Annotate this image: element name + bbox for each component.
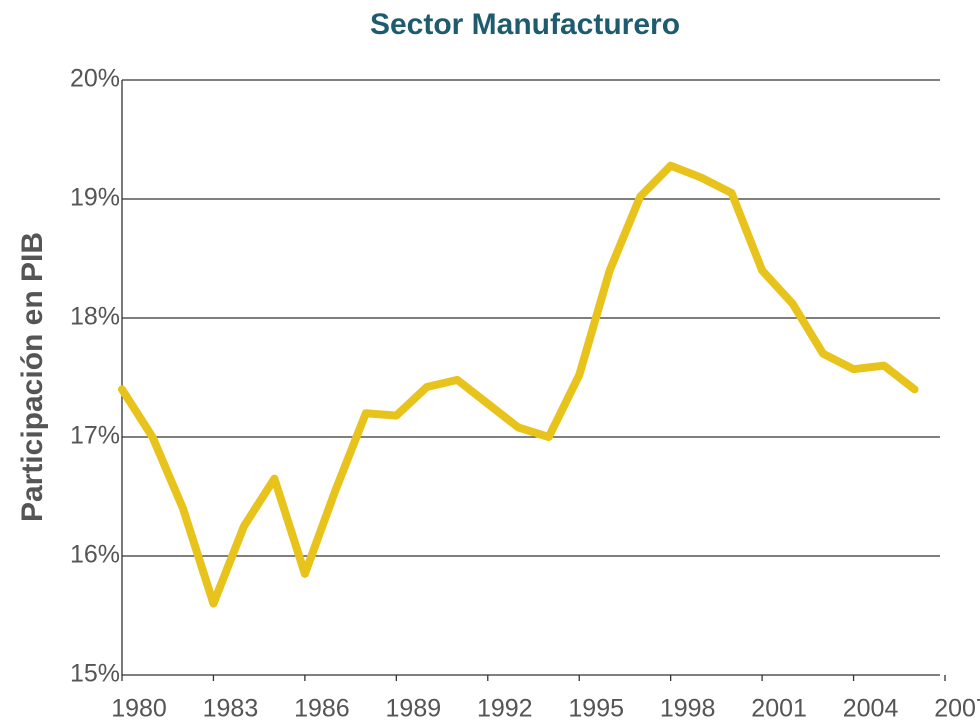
y-tick-label: 16%	[70, 541, 120, 569]
x-tick-label: 2007	[934, 695, 980, 723]
x-tick-label: 1989	[386, 695, 442, 723]
y-tick-label: 20%	[70, 65, 120, 93]
y-axis-label: Participación en PIB	[16, 232, 49, 522]
data-line	[118, 161, 919, 608]
x-tick-label: 1983	[203, 695, 259, 723]
y-tick-label: 18%	[70, 303, 120, 331]
chart-title: Sector Manufacturero	[370, 8, 680, 41]
x-tick-label: 1995	[568, 695, 624, 723]
y-tick-label: 19%	[70, 184, 120, 212]
y-tick-label: 17%	[70, 422, 120, 450]
y-tick-label: 15%	[70, 660, 120, 688]
x-tick-label: 1992	[477, 695, 533, 723]
x-tick-label: 1980	[111, 695, 167, 723]
x-tick-label: 2004	[843, 695, 899, 723]
x-tick-label: 1986	[294, 695, 350, 723]
x-tick-label: 1998	[660, 695, 716, 723]
x-tick-label: 2001	[751, 695, 807, 723]
